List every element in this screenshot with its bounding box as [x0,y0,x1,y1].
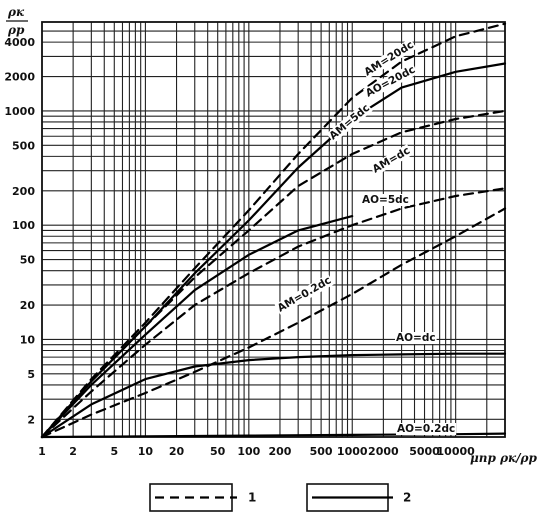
series-line-am-0-2dc [40,207,507,439]
x-tick-label: 5 [110,445,118,458]
curve-label-background [326,101,373,143]
y-tick-label: 2 [27,413,35,426]
curve-label-background [396,423,457,435]
series-lines [40,22,507,439]
x-tick-label: 100 [237,445,260,458]
curve-label: AM=0.2dc [276,274,334,314]
x-tick-label: 5000 [409,445,440,458]
legend-key-label: 1 [248,491,256,505]
x-tick-label: 2 [69,445,77,458]
curve-label-background [395,332,437,344]
x-tick-label: 2000 [368,445,399,458]
curve-label-background [362,63,419,101]
y-tick-label: 5 [27,368,35,381]
curve-label: AO=0.2dc [397,423,455,435]
y-axis-title: ρк ρр [6,5,28,37]
y-tick-label: 1000 [4,105,35,118]
y-tick-label: 2000 [4,71,35,84]
plot-frame [41,21,506,438]
y-tick-label: 4000 [4,36,35,49]
x-tick-label: 20 [169,445,185,458]
x-tick-label: 50 [210,445,226,458]
x-tick-label: 10 [138,445,154,458]
x-tick-label: 200 [268,445,291,458]
series-line-am-20dc [40,22,507,439]
series-line-ao-0-2dc [40,432,507,439]
y-tick-label: 500 [12,139,35,152]
x-tick-label: 1 [38,445,46,458]
y-tick-label: 100 [12,219,35,232]
x-tick-label: 1000 [337,445,368,458]
y-axis-title-bottom: ρр [7,23,25,37]
y-tick-label: 200 [12,185,35,198]
curve-label-background [369,144,413,177]
series-line-ao-dc [40,352,507,439]
x-axis-title: μпр ρк/ρр [470,451,538,465]
x-tick-label: 500 [310,445,333,458]
legend-key-label: 2 [403,491,411,505]
curve-label: AO=dc [396,332,436,344]
y-tick-label: 10 [20,333,36,346]
curve-label-background [361,38,417,80]
y-tick-labels: 2 5 10 20 50 100 200 500 1000 2000 4000 [4,36,35,426]
y-tick-label: 50 [20,254,36,267]
curve-label-background [361,194,410,206]
x-tick-label: 10000 [437,445,476,458]
curve-label: AO=5dc [362,194,409,206]
series-line-am-dc [40,187,507,439]
series-line-am-5dc [40,109,507,439]
y-tick-label: 20 [20,299,36,312]
curve-label-background [274,273,335,316]
grid [41,21,506,438]
x-axis-title: μпр ρк/ρр [470,451,538,465]
series-line-ao-5dc [40,215,354,439]
y-axis-title-top: ρк [7,5,25,19]
